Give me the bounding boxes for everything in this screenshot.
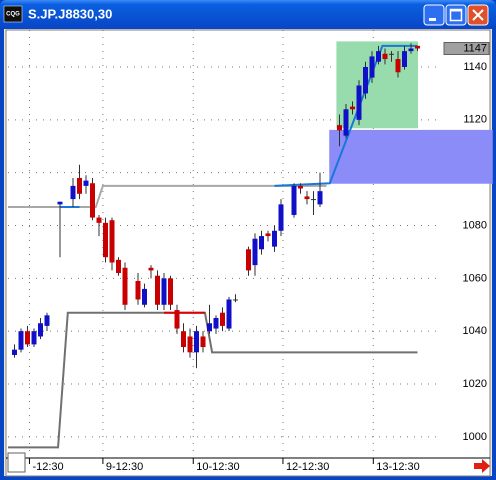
corner-box[interactable] [7,452,26,473]
last-price-tag [443,41,490,55]
y-tick-label: 1040 [463,325,487,337]
candle-body [356,85,362,120]
candle-body [142,288,147,305]
x-tick-label: -12:30 [32,461,63,473]
candle-body [363,66,368,94]
title-bar [0,0,496,29]
candle-body [389,53,394,55]
indicator-line [8,311,418,449]
candle-body [31,331,37,345]
candle-body [272,230,277,247]
candle-body [226,299,232,329]
window-title: S.JP.J8830,30 [28,6,112,21]
candle-body [135,280,141,300]
candle-body [382,53,388,60]
candle-body [103,222,108,258]
candle-body [96,217,102,223]
candle-body [25,331,30,345]
x-tick-label: 12-12:30 [286,461,329,473]
y-tick-label: 1020 [463,378,487,390]
candle-body [350,106,355,110]
close-button[interactable] [467,4,489,26]
candle-body [246,249,251,271]
y-tick-label: 1060 [463,272,487,284]
y-tick-label: 1140 [463,61,487,73]
candle-body [291,185,297,215]
candle-body [207,323,212,332]
candle-body [57,201,63,205]
candle-body [415,45,420,49]
candle-body [311,199,316,201]
indicator-line [60,44,418,209]
candle-body [200,336,206,348]
candle-body [337,125,342,131]
x-tick-label: 10-12:30 [196,461,239,473]
candle-body [12,349,17,355]
candle-body [252,238,258,266]
candle-body [343,109,349,136]
candle-body [18,331,24,350]
candle-body [304,196,310,200]
scroll-arrow[interactable] [474,459,490,473]
candle-body [77,177,82,194]
candle-body [122,267,128,305]
candle-body [213,317,219,329]
candle-body [83,180,89,186]
candle-body [70,185,76,200]
candle-body [174,310,180,329]
candle-body [278,204,284,231]
candle-body [259,236,264,250]
candle-body [395,59,401,73]
candle-body [161,278,167,305]
candle-body [317,191,323,205]
candle-body [265,233,271,237]
candle-body [408,48,414,52]
candle-body [44,315,50,326]
candle-body [369,56,375,78]
last-price-label: 1147 [463,42,487,54]
app-icon-text: CQG [6,12,20,18]
x-tick-label: 9-12:30 [106,461,143,473]
candle-body [155,275,160,305]
candle-body [298,185,303,189]
zone [329,129,493,184]
maximize-button[interactable] [445,4,467,26]
app-icon[interactable] [3,5,23,23]
candle-body [168,278,173,305]
plot: 10001020104010601080110011201140-12:309-… [8,30,493,473]
candle-body [148,267,154,271]
indicator-line [8,184,327,209]
candle-body [187,336,193,353]
candle-body [402,51,407,67]
candle-body [116,259,121,274]
candle-body [90,183,95,218]
candle-body [181,331,186,348]
minimize-button[interactable] [423,4,445,26]
candle-body [233,299,238,301]
candle-body [194,331,199,353]
x-tick-label: 13-12:30 [376,461,419,473]
candle-body [376,51,381,62]
y-tick-label: 1080 [463,219,487,231]
candle-body [109,220,115,263]
candle-body [38,323,43,337]
candle-body [220,312,225,326]
y-tick-label: 1000 [463,431,487,443]
y-tick-label: 1120 [463,114,487,126]
